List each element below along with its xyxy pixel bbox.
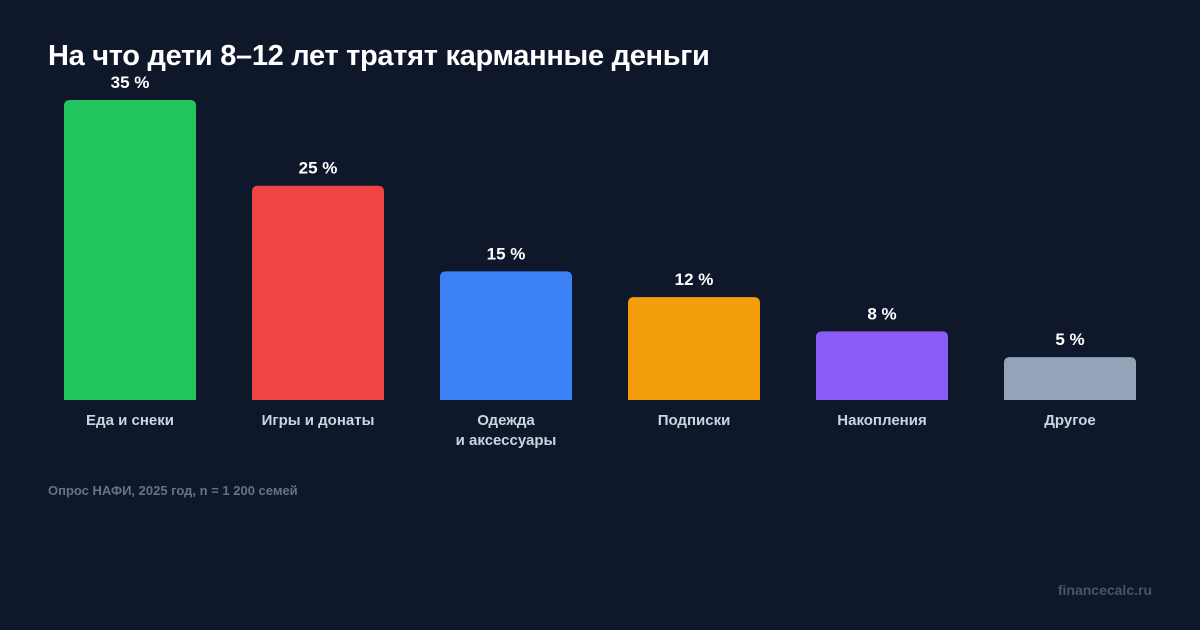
category-label: Другое bbox=[1044, 412, 1096, 429]
bar bbox=[628, 297, 760, 400]
bar bbox=[252, 185, 384, 400]
data-label: 8 % bbox=[867, 304, 896, 323]
data-label: 35 % bbox=[111, 73, 150, 92]
category-label: Еда и снеки bbox=[86, 412, 174, 429]
data-label: 12 % bbox=[675, 270, 714, 289]
category-label: Накопления bbox=[837, 412, 926, 429]
source-note: Опрос НАФИ, 2025 год, n = 1 200 семей bbox=[48, 483, 298, 498]
category-label: Игры и донаты bbox=[262, 412, 375, 429]
category-label: Одежда и аксессуары bbox=[456, 412, 557, 449]
data-label: 25 % bbox=[299, 159, 338, 178]
category-label: Подписки bbox=[658, 412, 731, 429]
data-label: 15 % bbox=[487, 244, 526, 263]
data-label: 5 % bbox=[1055, 330, 1084, 349]
bar bbox=[440, 271, 572, 400]
chart-title: На что дети 8–12 лет тратят карманные де… bbox=[48, 40, 710, 72]
bar bbox=[64, 100, 196, 400]
bar bbox=[816, 331, 948, 400]
bar bbox=[1004, 357, 1136, 400]
brand-watermark: financecalc.ru bbox=[1057, 582, 1152, 598]
